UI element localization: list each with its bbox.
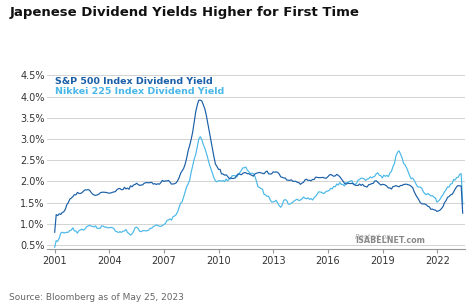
Text: S&P 500 Index Dividend Yield: S&P 500 Index Dividend Yield <box>55 78 212 86</box>
Text: Source: Bloomberg as of May 25, 2023: Source: Bloomberg as of May 25, 2023 <box>9 293 184 302</box>
Text: Nikkei 225 Index Dividend Yield: Nikkei 225 Index Dividend Yield <box>55 87 224 96</box>
Text: Japenese Dividend Yields Higher for First Time: Japenese Dividend Yields Higher for Firs… <box>9 6 359 19</box>
Text: ISABELNET.com: ISABELNET.com <box>355 236 425 245</box>
Text: Posted on: Posted on <box>355 234 391 240</box>
